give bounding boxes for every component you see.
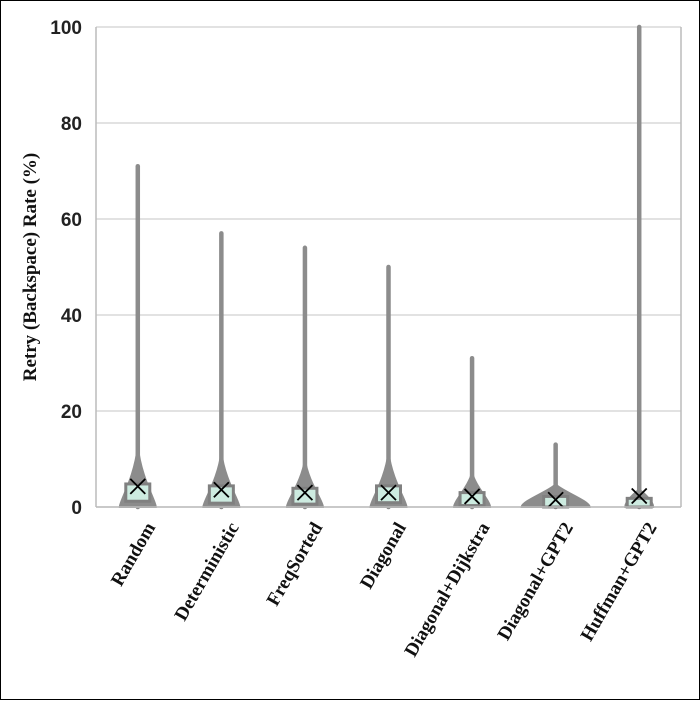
y-tick-label: 40 [61, 306, 82, 327]
mean-marker [213, 481, 230, 498]
y-tick-label: 80 [61, 114, 82, 135]
box-iqr [542, 494, 570, 509]
x-tick-label: Diagonal [356, 519, 411, 593]
violin-layer [118, 24, 655, 510]
y-tick-label: 60 [61, 210, 82, 231]
box-iqr [291, 486, 319, 506]
box-iqr [375, 484, 402, 505]
y-axis-label: Retry (Backspace) Rate (%) [20, 153, 41, 381]
mean-marker [547, 491, 564, 508]
box-iqr [124, 482, 152, 503]
x-tick-label: FreqSorted [263, 519, 328, 610]
y-tick-label: 0 [71, 498, 82, 519]
mean-marker [463, 488, 481, 505]
y-tick-label: 100 [50, 18, 82, 39]
x-tick-label: Diagonal+GPT2 [494, 519, 578, 644]
mean-marker [380, 484, 397, 501]
x-tick-label: Deterministic [171, 519, 244, 625]
mean-marker [631, 487, 648, 505]
x-tick-label: Huffman+GPT2 [577, 519, 662, 645]
box-iqr [625, 496, 653, 509]
box-iqr [207, 484, 235, 505]
mean-marker [296, 484, 314, 501]
axes-layer: 0 20 40 60 80 100 Random Deterministic FreqSorte… [50, 18, 682, 661]
box-iqr [458, 491, 486, 508]
y-tick-label: 20 [61, 402, 82, 423]
x-tick-label: Random [107, 519, 160, 590]
x-tick-label: Diagonal+Dijkstra [401, 519, 495, 661]
mean-marker [129, 478, 146, 495]
